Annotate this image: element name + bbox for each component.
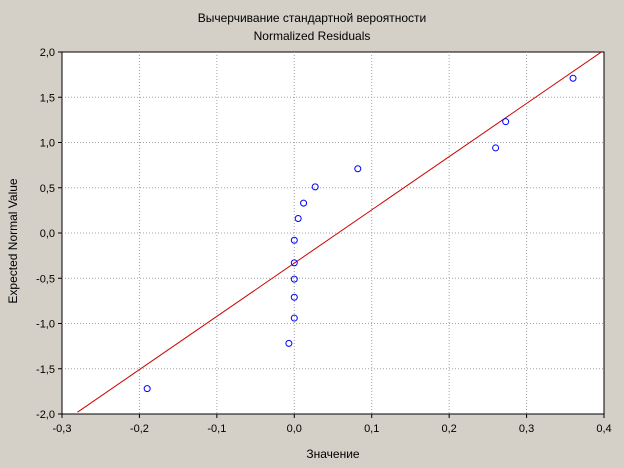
y-axis-ticks: -2,0 -1,5 -1,0 -0,5 0,0 0,5 1,0 1,5 2,0: [36, 47, 62, 421]
data-point: [569, 74, 577, 82]
x-axis-label: Значение: [306, 447, 360, 461]
points-layer: [143, 74, 577, 393]
y-tick-label: 1,0: [40, 138, 55, 150]
y-tick-label: 2,0: [40, 47, 55, 59]
x-tick-label: -0,2: [130, 423, 149, 435]
x-tick-label: 0,4: [596, 423, 611, 435]
data-point: [290, 275, 298, 283]
y-tick-label: 1,5: [40, 92, 55, 104]
data-point: [143, 385, 151, 393]
data-point: [300, 199, 308, 207]
data-point: [290, 314, 298, 322]
data-point: [290, 293, 298, 301]
x-tick-label: -0,1: [207, 423, 226, 435]
x-tick-label: 0,3: [519, 423, 534, 435]
y-tick-label: -1,5: [36, 364, 55, 376]
data-point: [311, 183, 319, 191]
data-point: [290, 236, 298, 244]
x-tick-label: 0,1: [364, 423, 379, 435]
data-point: [290, 259, 298, 267]
data-point: [285, 339, 293, 347]
chart-subtitle: Normalized Residuals: [254, 29, 371, 43]
x-axis-ticks: -0,3 -0,2 -0,1 0,0 0,1 0,2 0,3 0,4: [53, 414, 612, 435]
x-tick-label: 0,2: [441, 423, 456, 435]
y-axis-label: Expected Normal Value: [6, 178, 20, 304]
fit-line: [77, 52, 603, 413]
chart-title: Вычерчивание стандартной вероятности: [198, 11, 427, 25]
y-tick-label: -0,5: [36, 273, 55, 285]
y-tick-label: 0,0: [40, 228, 55, 240]
data-point: [294, 215, 302, 223]
data-point: [354, 165, 362, 173]
y-tick-label: -1,0: [36, 319, 55, 331]
fit-layer: [77, 52, 603, 413]
data-point: [492, 144, 500, 152]
grid-layer: [62, 52, 604, 414]
y-tick-label: -2,0: [36, 409, 55, 421]
data-point: [502, 118, 510, 126]
x-tick-label: 0,0: [287, 423, 302, 435]
x-tick-label: -0,3: [53, 423, 72, 435]
y-tick-label: 0,5: [40, 183, 55, 195]
